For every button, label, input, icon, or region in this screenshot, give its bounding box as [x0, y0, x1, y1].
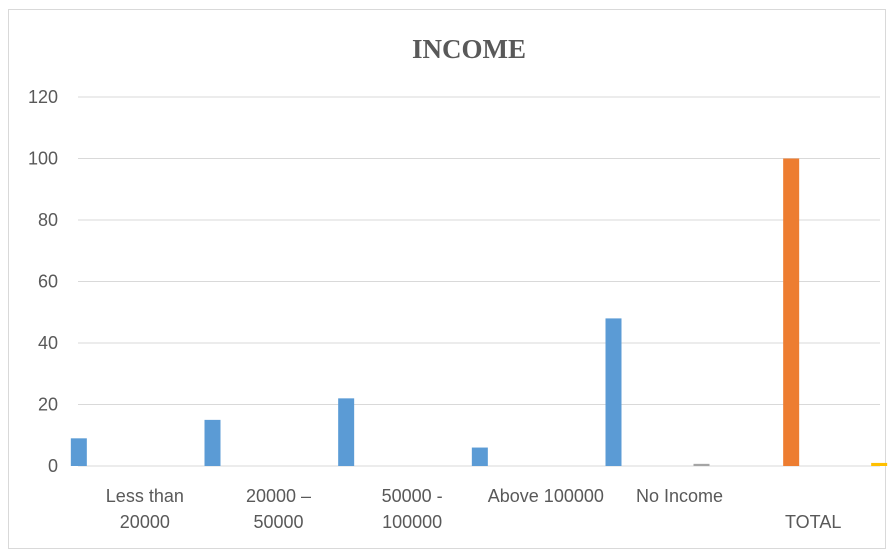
- x-tick-label: TOTAL: [785, 512, 841, 532]
- bar: [605, 318, 622, 466]
- y-tick-label: 120: [28, 87, 58, 107]
- y-tick-label: 100: [28, 149, 58, 169]
- y-tick-label: 40: [38, 333, 58, 353]
- gridlines: [78, 96, 880, 467]
- bar: [471, 447, 488, 466]
- y-tick-label: 20: [38, 395, 58, 415]
- x-tick-label: No Income: [636, 486, 723, 506]
- y-tick-label: 80: [38, 210, 58, 230]
- x-tick-label: Above 100000: [488, 486, 604, 506]
- bar: [338, 398, 355, 466]
- y-tick-label: 60: [38, 272, 58, 292]
- y-axis-ticks: 0 20 40 60 80 100 120: [28, 87, 58, 476]
- x-tick-label: 50000 -100000: [382, 486, 443, 532]
- x-tick-label: Less than 20000: [106, 486, 184, 532]
- x-axis-ticks: Less than 20000 20000 –50000 50000 -100000 A…: [106, 486, 842, 532]
- chart-title: INCOME: [412, 34, 526, 64]
- chart-frame: [8, 9, 886, 549]
- y-tick-label: 0: [48, 456, 58, 476]
- x-tick-label: 20000 –50000: [246, 486, 311, 532]
- bar: [783, 158, 800, 466]
- bar: [204, 419, 221, 466]
- bars: [70, 158, 888, 466]
- bar: [693, 463, 710, 466]
- bar: [70, 438, 87, 466]
- bar: [871, 462, 888, 466]
